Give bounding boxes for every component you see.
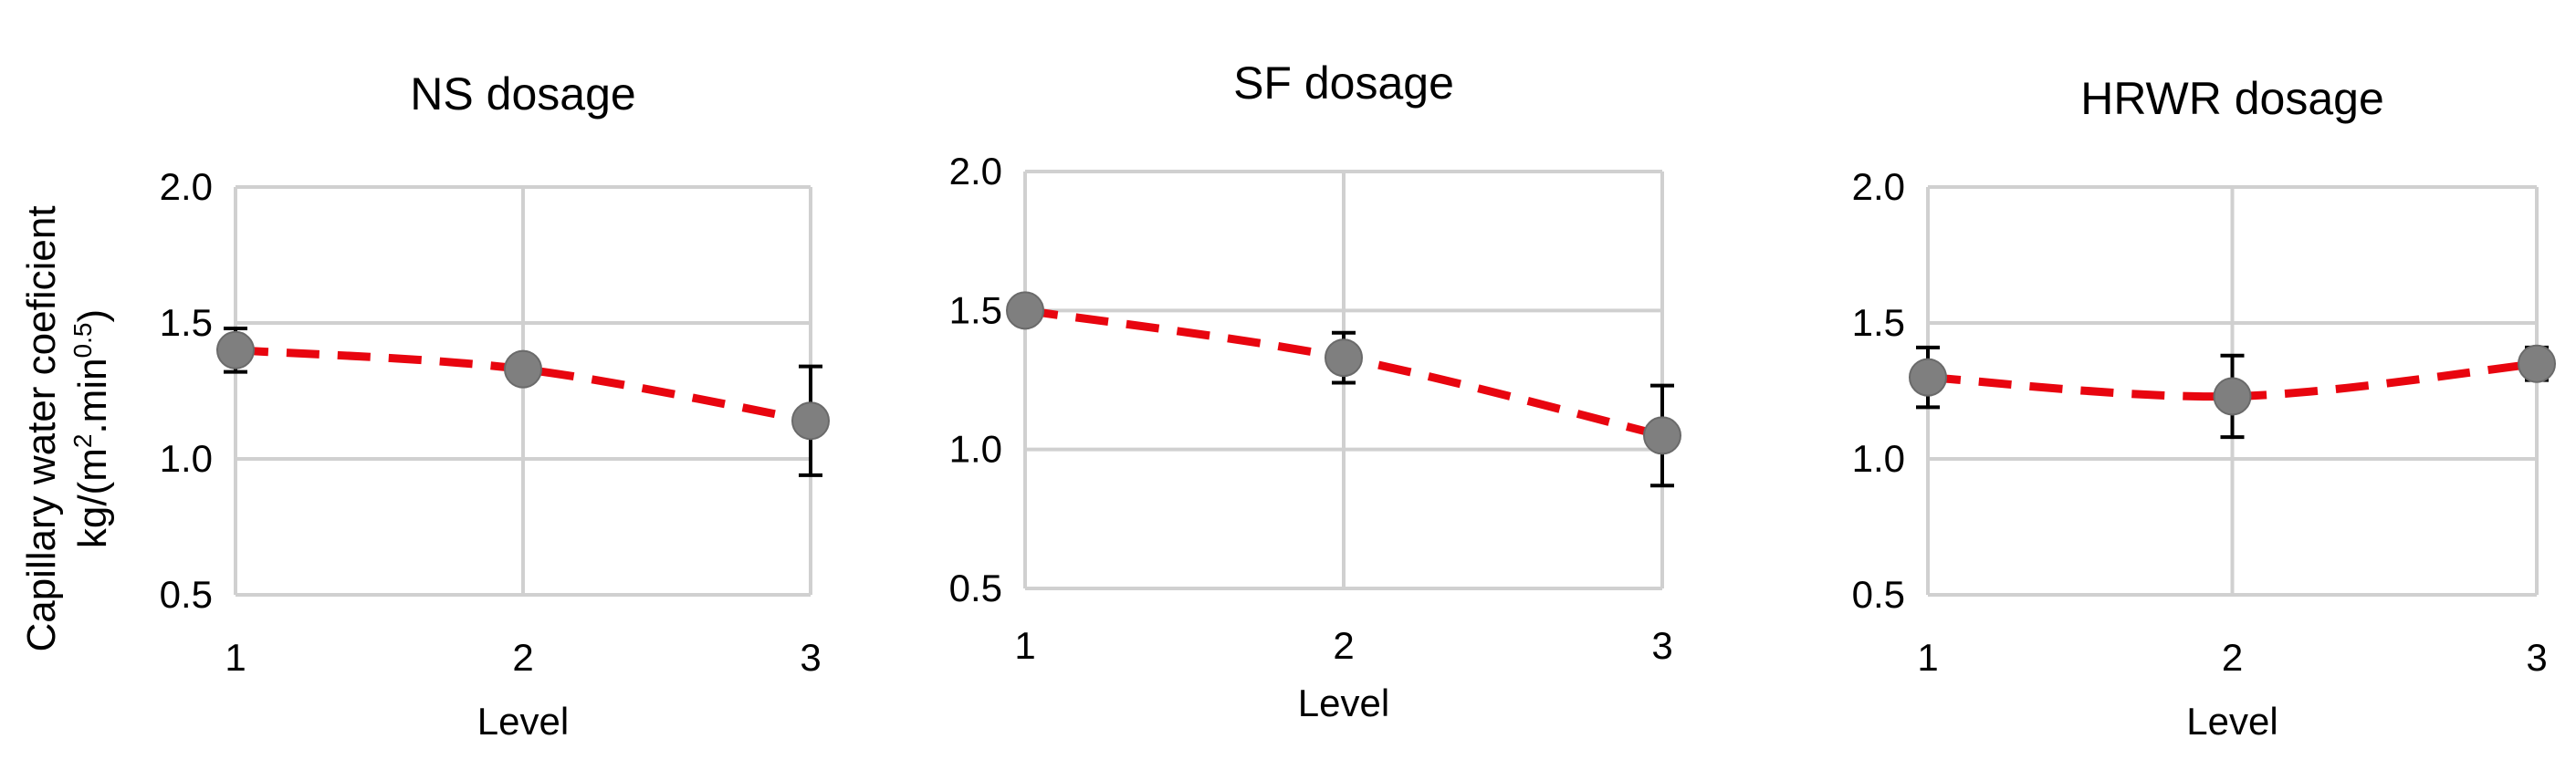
x-axis-label: Level	[477, 700, 569, 743]
y-axis-label-line1: Capillary water coeficient	[19, 205, 64, 651]
y-tick-label: 1.5	[1852, 301, 1905, 344]
y-tick-label: 1.0	[1852, 437, 1905, 480]
y-tick-label: 1.0	[949, 428, 1002, 471]
chart-title: HRWR dosage	[2080, 73, 2384, 124]
data-point	[504, 349, 542, 389]
data-point	[216, 330, 255, 369]
data-point	[1006, 291, 1044, 330]
x-tick-label: 2	[1333, 624, 1354, 667]
x-tick-label: 1	[225, 636, 246, 679]
data-point	[1643, 416, 1681, 455]
y-tick-label: 1.5	[160, 301, 213, 344]
y-axis-label-line2: kg/(m2.min0.5)	[68, 309, 115, 548]
series-line	[1927, 359, 2538, 401]
y-tick-label: 1.5	[949, 288, 1002, 331]
y-tick-label: 1.0	[160, 437, 213, 480]
x-axis-label: Level	[2186, 700, 2278, 743]
data-point	[2518, 344, 2556, 383]
x-tick-label: 1	[1014, 624, 1035, 667]
x-tick-label: 2	[512, 636, 533, 679]
data-point	[1325, 338, 1363, 378]
y-axis-label: Capillary water coeficient kg/(m2.min0.5…	[19, 205, 115, 651]
y-tick-label: 2.0	[160, 165, 213, 208]
y-tick-label: 2.0	[1852, 165, 1905, 208]
chart-panel-ns: NS dosage 0.5 1.0 1.5 2.0 1 2 3 Level	[160, 68, 830, 743]
y-tick-label: 2.0	[949, 150, 1002, 192]
x-tick-label: 1	[1917, 636, 1938, 679]
chart-title: NS dosage	[410, 68, 635, 120]
data-point	[2213, 377, 2252, 416]
y-tick-label: 0.5	[949, 567, 1002, 609]
x-tick-label: 3	[2526, 636, 2547, 679]
data-point	[1909, 358, 1947, 397]
y-tick-label: 0.5	[1852, 573, 1905, 616]
chart-panel-sf: SF dosage 0.5 1.0 1.5 2.0 1 2 3 Level	[949, 57, 1681, 724]
chart-panel-hrwr: HRWR dosage 0.5 1.0 1.5 2.0 1 2 3 Level	[1852, 73, 2556, 743]
chart-title: SF dosage	[1233, 57, 1454, 109]
x-tick-label: 3	[800, 636, 821, 679]
data-point	[791, 401, 830, 441]
x-tick-label: 3	[1651, 624, 1672, 667]
y-tick-label: 0.5	[160, 573, 213, 616]
x-axis-label: Level	[1298, 682, 1389, 724]
x-tick-label: 2	[2222, 636, 2243, 679]
